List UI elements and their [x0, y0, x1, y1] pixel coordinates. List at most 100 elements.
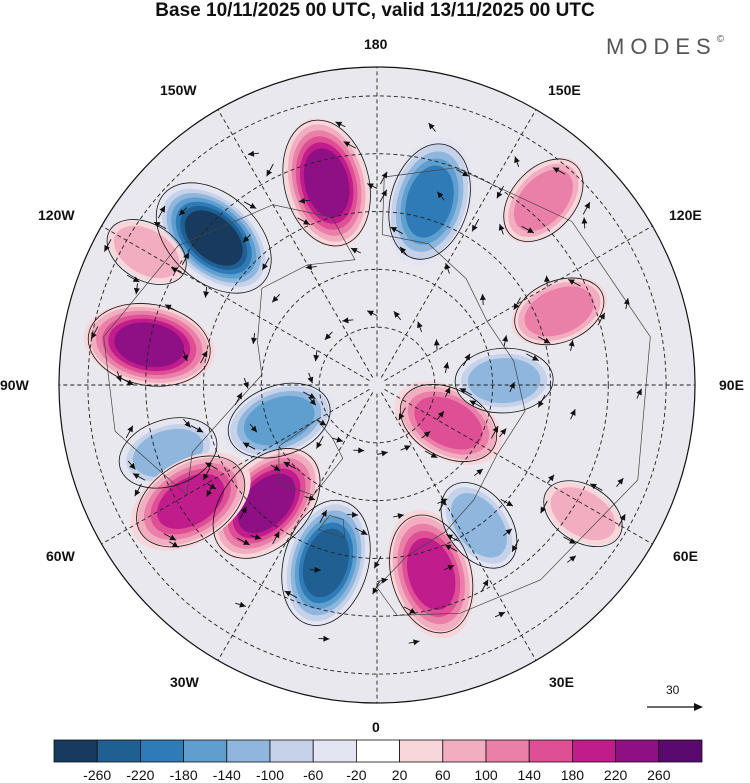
- wind-arrow: [567, 555, 577, 563]
- contour-band: [406, 537, 456, 611]
- streamline: [106, 219, 187, 285]
- lon-label-150e: 150E: [548, 82, 581, 98]
- anomaly-neg-80w: [223, 381, 336, 460]
- wind-arrow: [247, 150, 259, 157]
- wind-arrow: [307, 372, 314, 384]
- wind-arrow: [581, 217, 588, 229]
- wind-arrow: [239, 506, 247, 520]
- meridian-line: [384, 388, 658, 548]
- colorbar: [53, 739, 703, 763]
- streamline: [399, 384, 498, 462]
- colorbar-tick-label: -220: [126, 767, 155, 783]
- wind-arrow: [456, 169, 469, 177]
- contour-band: [513, 169, 573, 232]
- meridian-line: [214, 392, 374, 666]
- contour-band: [467, 358, 541, 404]
- wind-arrow: [459, 387, 473, 396]
- colorbar-tick-label: -180: [169, 767, 198, 783]
- wind-arrow: [502, 335, 509, 347]
- streamline: [440, 482, 518, 569]
- anomaly-neg-20w: [282, 498, 370, 628]
- wind-arrow: [353, 447, 365, 454]
- wind-arrow: [153, 221, 167, 230]
- wind-arrow: [125, 425, 134, 439]
- wind-arrow: [181, 252, 190, 265]
- wind-arrow: [103, 239, 112, 252]
- anomaly-pos-140e: [502, 157, 584, 243]
- wind-arrow: [471, 218, 480, 232]
- colorbar-tick-label: 60: [435, 767, 451, 783]
- lon-label-150w: 150W: [160, 82, 197, 98]
- wind-arrow: [234, 392, 243, 406]
- contour-band: [237, 473, 296, 534]
- map-background: [59, 67, 695, 703]
- wind-arrow: [376, 450, 388, 457]
- wind-arrow: [537, 336, 551, 344]
- wind-arrow: [393, 513, 405, 519]
- wind-arrow: [116, 371, 122, 382]
- wind-arrow: [354, 527, 368, 536]
- anomaly-pos-55w: [130, 452, 251, 551]
- wind-arrow: [304, 495, 316, 501]
- lon-label-0: 0: [372, 719, 380, 735]
- wind-arrow: [132, 473, 146, 481]
- streamline: [388, 143, 471, 260]
- contour-band: [524, 286, 594, 337]
- colorbar-cell: [183, 739, 228, 763]
- wind-arrow: [473, 468, 484, 477]
- meridian-line: [384, 222, 658, 382]
- wind-arrow: [491, 425, 499, 439]
- streamline-layer: [87, 119, 642, 646]
- wind-arrow: [262, 257, 270, 271]
- contour-band: [303, 148, 350, 218]
- wind-arrow: [271, 293, 281, 303]
- reference-vector: [647, 703, 703, 711]
- coastline: [376, 167, 651, 616]
- lon-label-30w: 30W: [170, 674, 199, 690]
- wind-arrow: [205, 462, 218, 470]
- wind-arrow: [272, 531, 280, 545]
- streamline: [503, 158, 584, 242]
- wind-arrow: [400, 445, 411, 451]
- colorbar-cell: [485, 739, 530, 763]
- wind-arrow: [373, 555, 382, 569]
- coastline: [317, 514, 345, 539]
- colorbar-tick-label: -100: [255, 767, 285, 783]
- wind-arrow: [521, 225, 535, 234]
- wind-arrow: [393, 310, 402, 321]
- wind-arrow: [313, 350, 320, 362]
- wind-arrow: [543, 275, 550, 287]
- colorbar-tick-label: 260: [647, 767, 671, 783]
- meridian-line: [380, 104, 540, 378]
- wind-arrow: [623, 298, 630, 310]
- wind-arrow: [567, 278, 581, 287]
- streamline: [543, 480, 623, 548]
- wind-arrow: [398, 407, 406, 421]
- wind-arrow: [443, 362, 450, 374]
- wind-arrow: [126, 274, 140, 283]
- wind-arrow: [164, 304, 178, 312]
- wind-arrow: [417, 321, 423, 333]
- anomaly-pos-165w: [283, 118, 370, 248]
- colorbar-tick-label: 180: [560, 767, 585, 783]
- wind-arrow: [494, 611, 506, 618]
- colorbar-cell: [269, 739, 314, 763]
- wind-arrow: [379, 189, 388, 203]
- wind-arrow: [183, 418, 191, 428]
- wind-arrow: [308, 396, 317, 406]
- colorbar-tick-label: -60: [303, 767, 324, 783]
- wind-arrow: [509, 381, 515, 393]
- wind-arrow: [251, 332, 257, 345]
- wind-arrow: [332, 436, 344, 443]
- map-title: Base 10/11/2025 00 UTC, valid 13/11/2025…: [155, 0, 595, 21]
- contour-band: [243, 395, 315, 446]
- wind-arrow: [206, 482, 217, 490]
- wind-arrow: [444, 544, 458, 552]
- wind-arrow: [342, 317, 354, 324]
- wind-arrow: [305, 264, 317, 271]
- wind-arrow: [514, 156, 520, 167]
- wind-arrow: [376, 577, 388, 584]
- lon-label-90e: 90E: [719, 377, 744, 393]
- wind-arrow: [616, 477, 624, 487]
- colorbar-cell: [355, 739, 400, 763]
